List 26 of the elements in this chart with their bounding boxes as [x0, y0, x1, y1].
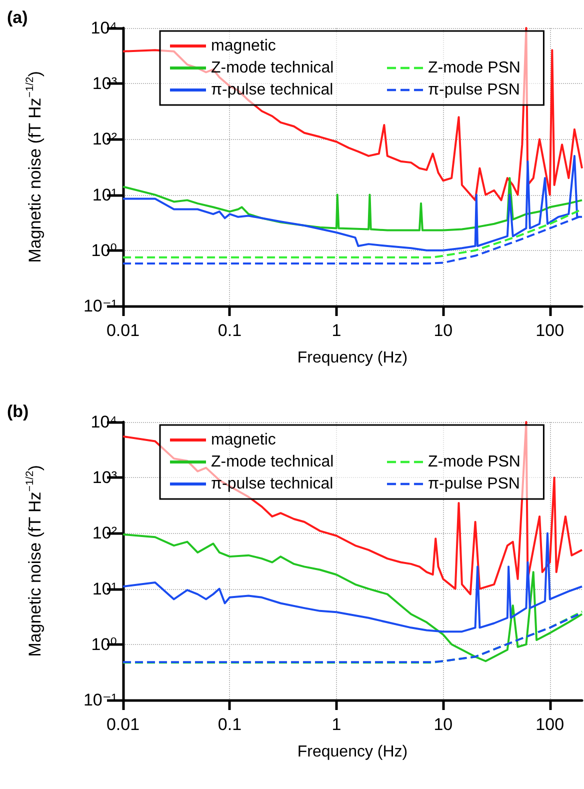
legend-label: magnetic — [211, 38, 276, 54]
legend-label: π-pulse technical — [211, 82, 334, 98]
legend-label: Z-mode PSN — [428, 454, 520, 470]
legend-label: π-pulse technical — [211, 476, 334, 492]
legend-label: π-pulse PSN — [428, 82, 520, 98]
x-tick-label: 0.01 — [106, 321, 140, 340]
chart-title: (b) — [7, 402, 29, 421]
x-tick-label: 0.01 — [106, 715, 140, 734]
x-tick-label: 10 — [434, 321, 453, 340]
legend-label: magnetic — [211, 432, 276, 448]
x-axis-title: Frequency (Hz) — [297, 744, 408, 760]
legend-label: Z-mode technical — [211, 60, 334, 76]
x-tick-label: 1 — [332, 715, 342, 734]
y-axis-title: Magnetic noise (fT Hz−1/2) — [24, 465, 44, 657]
legend-label: Z-mode PSN — [428, 60, 520, 76]
x-tick-label: 100 — [536, 715, 564, 734]
y-axis-title: Magnetic noise (fT Hz−1/2) — [24, 71, 44, 263]
x-tick-label: 100 — [536, 321, 564, 340]
x-tick-label: 10 — [434, 715, 453, 734]
chart-title: (a) — [7, 8, 28, 27]
legend-label: π-pulse PSN — [428, 476, 520, 492]
x-axis-title: Frequency (Hz) — [297, 350, 408, 366]
legend-label: Z-mode technical — [211, 454, 334, 470]
x-tick-label: 0.1 — [218, 715, 242, 734]
x-tick-label: 0.1 — [218, 321, 242, 340]
x-tick-label: 1 — [332, 321, 342, 340]
